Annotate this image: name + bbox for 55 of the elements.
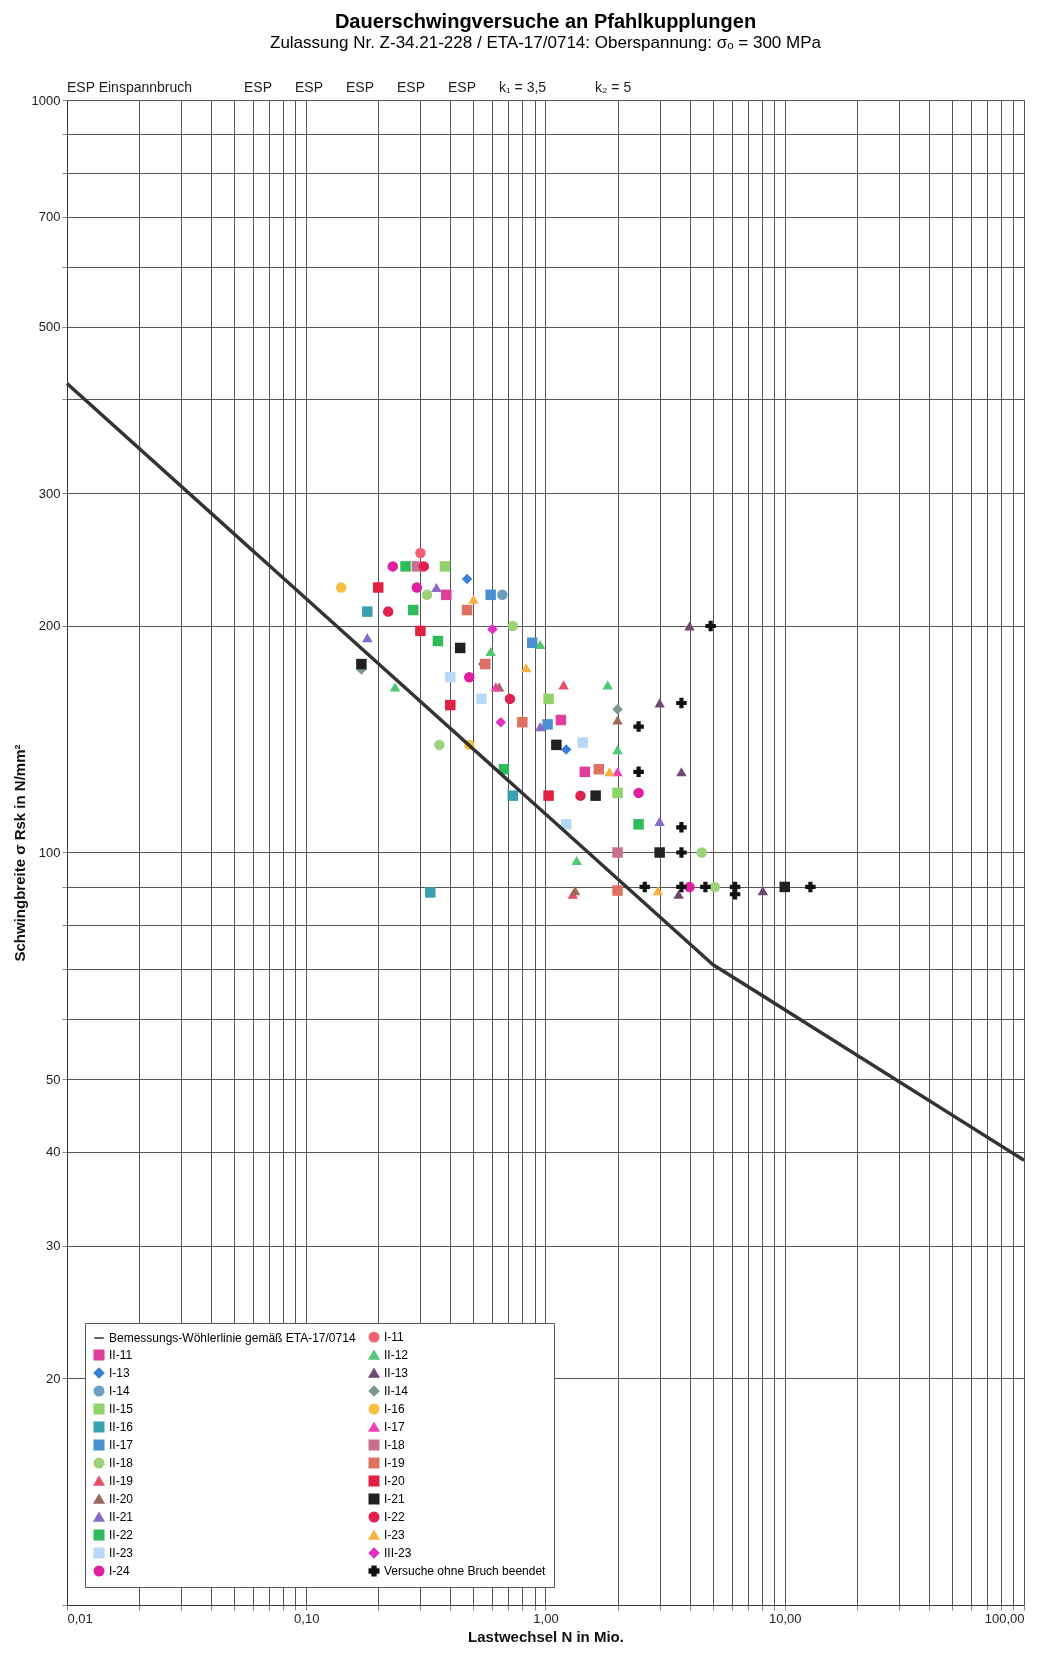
text: k₁ = 3,5 xyxy=(499,79,547,95)
legend-label: I-16 xyxy=(384,1402,405,1416)
x-tick-label: 0,01 xyxy=(67,1610,93,1626)
x-tick-label: 1,00 xyxy=(533,1610,559,1626)
y-tick-label: 40 xyxy=(46,1144,61,1160)
legend-label: II-12 xyxy=(384,1348,409,1362)
x-tick-label: 100,00 xyxy=(984,1610,1025,1626)
y-tick-label: 300 xyxy=(38,485,61,501)
legend-label: I-17 xyxy=(384,1420,405,1434)
legend-label: I-21 xyxy=(384,1492,405,1506)
x-tick-label: 10,00 xyxy=(768,1610,802,1626)
legend-label: I-24 xyxy=(109,1564,130,1578)
legend-label: Bemessungs-Wöhlerlinie gemäß ETA-17/0714 xyxy=(109,1331,356,1345)
legend-label: II-22 xyxy=(109,1528,134,1542)
text: ESP xyxy=(448,79,477,95)
y-tick-label: 700 xyxy=(38,209,61,225)
y-tick-label: 100 xyxy=(38,845,61,860)
legend-label: II-23 xyxy=(109,1546,134,1560)
legend-label: I-22 xyxy=(384,1510,405,1524)
x-tick-label: 0,10 xyxy=(294,1610,320,1626)
text: ESP xyxy=(244,79,273,95)
legend-label: II-21 xyxy=(109,1510,134,1524)
legend-label: I-19 xyxy=(384,1456,405,1470)
text: k₂ = 5 xyxy=(595,79,632,95)
chart-subtitle: Zulassung Nr. Z-34.21-228 / ETA-17/0714: Oberspannung: σₒ = 300 MPa xyxy=(270,33,822,52)
legend-label: II-13 xyxy=(384,1366,409,1380)
legend-label: I-23 xyxy=(384,1528,405,1542)
legend-label: II-20 xyxy=(109,1492,134,1506)
legend-label: I-20 xyxy=(384,1474,405,1488)
text: ESP xyxy=(346,79,375,95)
legend-label: I-14 xyxy=(109,1384,130,1398)
legend-label: Versuche ohne Bruch beendet xyxy=(384,1564,547,1578)
y-tick-label: 30 xyxy=(46,1238,61,1254)
legend-label: II-16 xyxy=(109,1420,134,1434)
chart-title: Dauerschwingversuche an Pfahlkupplungen xyxy=(334,10,757,32)
legend-label: II-11 xyxy=(109,1348,133,1362)
text: ESP xyxy=(397,79,426,95)
y-tick-label: 20 xyxy=(46,1370,61,1386)
text: ESP xyxy=(295,79,324,95)
y-tick-label: 200 xyxy=(38,618,61,634)
legend-label: I-11 xyxy=(384,1330,405,1345)
legend-label: II-17 xyxy=(109,1438,134,1452)
y-tick-label: 1000 xyxy=(31,92,61,108)
x-axis-title: Lastwechsel N in Mio. xyxy=(468,1627,624,1645)
legend-label: II-15 xyxy=(109,1402,134,1416)
y-tick-label: 50 xyxy=(46,1071,61,1087)
legend-label: I-13 xyxy=(109,1366,130,1380)
legend-label: III-23 xyxy=(384,1546,412,1560)
legend-label: I-18 xyxy=(384,1438,405,1452)
legend-label: II-14 xyxy=(384,1384,409,1398)
text: ESP Einspannbruch xyxy=(67,79,193,95)
y-tick-label: 500 xyxy=(38,319,61,335)
legend-label: II-19 xyxy=(109,1474,134,1488)
legend-label: II-18 xyxy=(109,1456,134,1470)
y-axis-title: Schwingbreite σ Rsk in N/mm² xyxy=(10,744,28,962)
